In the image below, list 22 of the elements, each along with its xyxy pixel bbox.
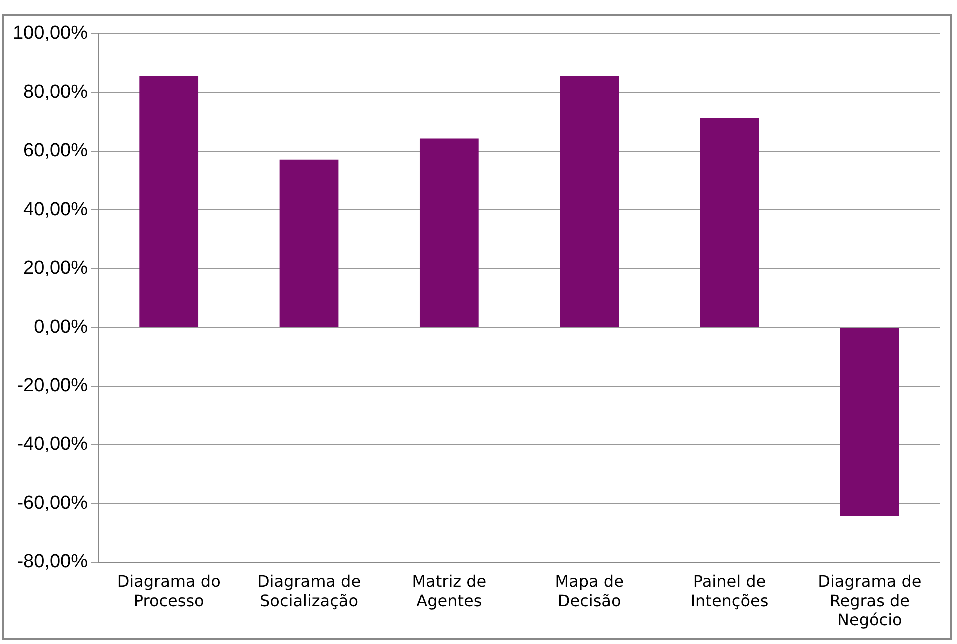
bar — [560, 76, 620, 328]
x-tick-label: Diagrama de Regras de Negócio — [818, 572, 922, 630]
x-tick-label: Matriz de Agentes — [412, 572, 487, 610]
x-tick-label: Diagrama de Socialização — [257, 572, 362, 610]
x-tick-label: Mapa de Decisão — [555, 572, 624, 610]
y-tick-label: 100,00% — [12, 23, 88, 44]
y-tick-label: -80,00% — [17, 552, 88, 573]
y-tick-label: -60,00% — [17, 492, 88, 514]
bar — [140, 76, 199, 328]
y-tick-label: 40,00% — [24, 199, 88, 220]
y-tick-label: 0,00% — [34, 316, 88, 338]
bar — [700, 118, 760, 328]
y-tick-label: -40,00% — [17, 434, 88, 456]
bar — [840, 328, 900, 516]
x-tick-label: Painel de Intenções — [690, 572, 769, 610]
y-tick-label: 60,00% — [24, 140, 88, 162]
y-tick-label: 80,00% — [24, 82, 88, 103]
x-tick-label: Diagrama do Processo — [117, 572, 221, 610]
bar — [280, 160, 339, 328]
y-tick-label: 20,00% — [24, 258, 88, 280]
y-tick-label: -20,00% — [17, 376, 88, 396]
bar — [420, 138, 479, 328]
